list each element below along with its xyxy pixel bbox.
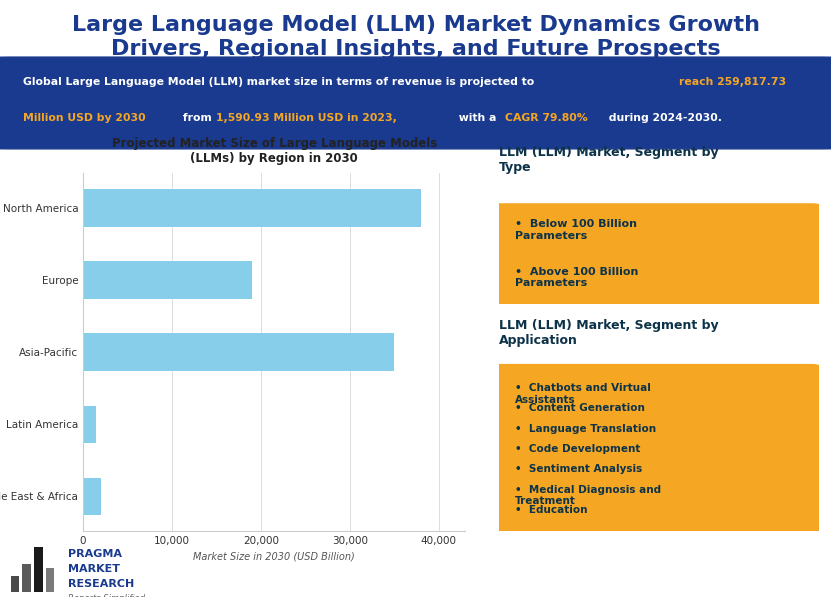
Bar (83, 261, 252, 299)
X-axis label: Market Size in 2030 (USD Billion): Market Size in 2030 (USD Billion) (194, 552, 355, 562)
Text: PRAGMA: PRAGMA (67, 549, 121, 559)
Bar (22, 564, 31, 592)
Text: with a: with a (455, 113, 499, 124)
Text: •  Above 100 Billion
Parameters: • Above 100 Billion Parameters (514, 266, 638, 288)
Bar (46, 568, 54, 592)
Text: •  Sentiment Analysis: • Sentiment Analysis (514, 464, 642, 475)
FancyBboxPatch shape (486, 203, 825, 311)
Bar (83, 478, 101, 515)
Text: RESEARCH: RESEARCH (67, 580, 134, 589)
Text: during 2024-2030.: during 2024-2030. (605, 113, 722, 124)
Text: 1,590.93 Million USD in 2023,: 1,590.93 Million USD in 2023, (216, 113, 397, 124)
Text: from: from (179, 113, 216, 124)
Text: •  Medical Diagnosis and
Treatment: • Medical Diagnosis and Treatment (514, 485, 661, 506)
Bar (83, 189, 421, 227)
Text: •  Chatbots and Virtual
Assistants: • Chatbots and Virtual Assistants (514, 383, 651, 405)
Text: LLM (LLM) Market, Segment by
Type: LLM (LLM) Market, Segment by Type (499, 146, 718, 174)
Text: MARKET: MARKET (67, 564, 120, 574)
Bar (11, 576, 19, 592)
Title: Projected Market Size of Large Language Models
(LLMs) by Region in 2030: Projected Market Size of Large Language … (111, 137, 437, 165)
Text: Million USD by 2030: Million USD by 2030 (23, 113, 145, 124)
Text: Reports Simplified: Reports Simplified (67, 594, 145, 597)
Bar (83, 405, 96, 443)
Text: •  Language Translation: • Language Translation (514, 424, 656, 433)
FancyBboxPatch shape (0, 57, 831, 149)
Text: reach 259,817.73: reach 259,817.73 (680, 77, 786, 87)
Text: •  Below 100 Billion
Parameters: • Below 100 Billion Parameters (514, 219, 637, 241)
Text: •  Education: • Education (514, 505, 587, 515)
Text: Global Large Language Model (LLM) market size in terms of revenue is projected t: Global Large Language Model (LLM) market… (23, 77, 538, 87)
Bar (83, 334, 394, 371)
Text: •  Code Development: • Code Development (514, 444, 640, 454)
Text: •  Content Generation: • Content Generation (514, 404, 645, 413)
Text: Drivers, Regional Insights, and Future Prospects: Drivers, Regional Insights, and Future P… (111, 39, 720, 59)
Text: Large Language Model (LLM) Market Dynamics Growth: Large Language Model (LLM) Market Dynami… (71, 15, 760, 35)
Text: CAGR 79.80%: CAGR 79.80% (505, 113, 588, 124)
Bar (34, 547, 42, 592)
FancyBboxPatch shape (486, 364, 825, 540)
Text: LLM (LLM) Market, Segment by
Application: LLM (LLM) Market, Segment by Application (499, 319, 718, 347)
